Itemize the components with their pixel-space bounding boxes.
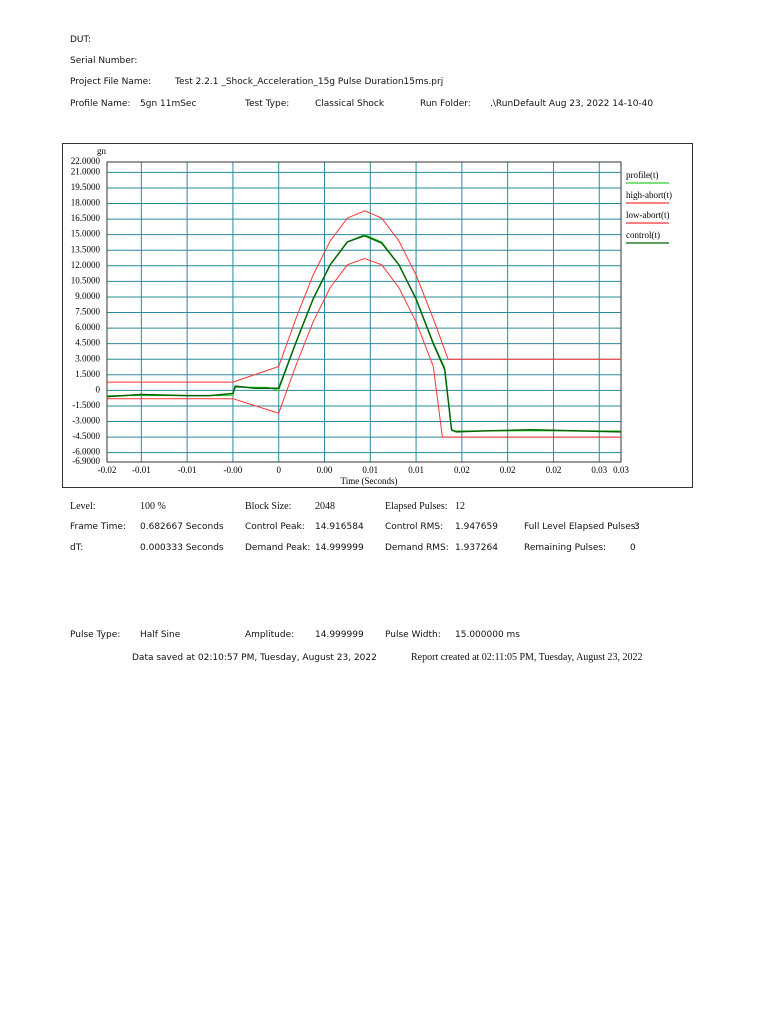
stat-label: dT: — [70, 543, 84, 553]
y-tick-label: -6.0000 — [72, 447, 100, 457]
y-tick-label: -4.5000 — [72, 431, 100, 441]
y-tick-label: 15.0000 — [71, 229, 101, 239]
pulse-label: Amplitude: — [245, 630, 295, 640]
x-tick-label: 0.03 — [591, 465, 607, 475]
pulse-value: 14.999999 — [315, 630, 364, 640]
y-tick-label: 7.5000 — [75, 307, 100, 317]
pulse-label: Pulse Width: — [385, 630, 441, 640]
stat-label: Demand Peak: — [245, 543, 311, 553]
field-label: Run Folder: — [420, 99, 471, 109]
x-tick-label: 0.02 — [500, 465, 516, 475]
field-value: .\RunDefault Aug 23, 2022 14-10-40 — [490, 99, 654, 109]
plot-area — [106, 161, 622, 463]
footer-report: Report created at 02:11:05 PM, Tuesday, … — [411, 652, 643, 663]
x-tick-label: 0.02 — [454, 465, 470, 475]
y-tick-label: 21.0000 — [71, 166, 101, 176]
series-line — [107, 210, 621, 383]
x-axis-label: Time (Seconds) — [341, 476, 398, 486]
stat-value: 14.999999 — [315, 543, 364, 553]
stat-value: 14.916584 — [315, 522, 364, 532]
chart-frame — [62, 143, 693, 488]
legend-label: control(t) — [626, 230, 660, 240]
field-label: Project File Name: — [70, 77, 152, 87]
x-tick-label: -0.01 — [132, 465, 151, 475]
y-tick-label: 0 — [96, 384, 101, 394]
stat-label: Control Peak: — [245, 522, 305, 532]
y-tick-label: 1.5000 — [75, 369, 100, 379]
pulse-value: Half Sine — [140, 630, 181, 640]
stat-label: Full Level Elapsed Pulses: — [524, 522, 639, 532]
y-tick-label: 22.0000 — [71, 156, 101, 166]
x-tick-label: 0.02 — [546, 465, 562, 475]
stat-value: 0 — [630, 543, 636, 553]
y-tick-label: 16.5000 — [71, 213, 101, 223]
legend-label: profile(t) — [626, 170, 658, 180]
y-tick-label: 10.5000 — [71, 275, 101, 285]
field-label: Profile Name: — [70, 99, 131, 109]
y-tick-label: 6.0000 — [75, 322, 100, 332]
series-line — [107, 257, 621, 438]
y-tick-label: 9.0000 — [75, 291, 100, 301]
y-tick-label: 4.5000 — [75, 338, 100, 348]
pulse-value: 15.000000 ms — [455, 630, 520, 640]
y-tick-label: -1.5000 — [72, 400, 100, 410]
stat-value: 2048 — [315, 501, 335, 512]
x-tick-label: 0.01 — [408, 465, 424, 475]
stat-value: 12 — [455, 501, 465, 512]
x-tick-label: -0.02 — [98, 465, 117, 475]
stat-label: Control RMS: — [385, 522, 444, 532]
stat-value: 3 — [634, 522, 640, 532]
y-tick-label: -3.0000 — [72, 416, 100, 426]
x-tick-label: -0.01 — [178, 465, 197, 475]
series-line — [106, 234, 622, 433]
stat-value: 100 % — [140, 501, 166, 512]
field-value: Classical Shock — [315, 99, 385, 109]
stat-value: 0.000333 Seconds — [140, 543, 224, 553]
stat-label: Block Size: — [245, 501, 292, 512]
stat-value: 0.682667 Seconds — [140, 522, 224, 532]
legend-label: low-abort(t) — [626, 210, 669, 220]
stat-label: Level: — [70, 501, 96, 512]
stat-label: Remaining Pulses: — [524, 543, 607, 553]
y-tick-label: 12.0000 — [71, 260, 101, 270]
y-axis-label: gn — [97, 146, 107, 156]
field-value: 5gn 11mSec — [140, 99, 197, 109]
stat-value: 1.947659 — [455, 522, 498, 532]
y-tick-label: 18.0000 — [71, 198, 101, 208]
serial: Serial Number: — [70, 56, 138, 66]
legend-label: high-abort(t) — [626, 190, 672, 200]
stat-value: 1.937264 — [455, 543, 498, 553]
x-tick-label: 0.01 — [362, 465, 378, 475]
x-tick-label: 0.00 — [317, 465, 333, 475]
y-tick-label: -6.9000 — [72, 456, 100, 466]
stat-label: Frame Time: — [70, 522, 126, 532]
x-tick-label: 0 — [276, 465, 281, 475]
stat-label: Elapsed Pulses: — [385, 501, 448, 512]
x-tick-label: -0.00 — [224, 465, 243, 475]
field-value: Test 2.2.1 _Shock_Acceleration_15g Pulse… — [175, 77, 444, 87]
x-tick-label: 0.03 — [613, 465, 629, 475]
field-label: Test Type: — [245, 99, 290, 109]
footer-saved: Data saved at 02:10:57 PM, Tuesday, Augu… — [132, 653, 377, 663]
pulse-label: Pulse Type: — [70, 630, 121, 640]
y-tick-label: 13.5000 — [71, 244, 101, 254]
y-tick-label: 3.0000 — [75, 353, 100, 363]
dut: DUT: — [70, 35, 92, 45]
y-tick-label: 19.5000 — [71, 182, 101, 192]
stat-label: Demand RMS: — [385, 543, 449, 553]
